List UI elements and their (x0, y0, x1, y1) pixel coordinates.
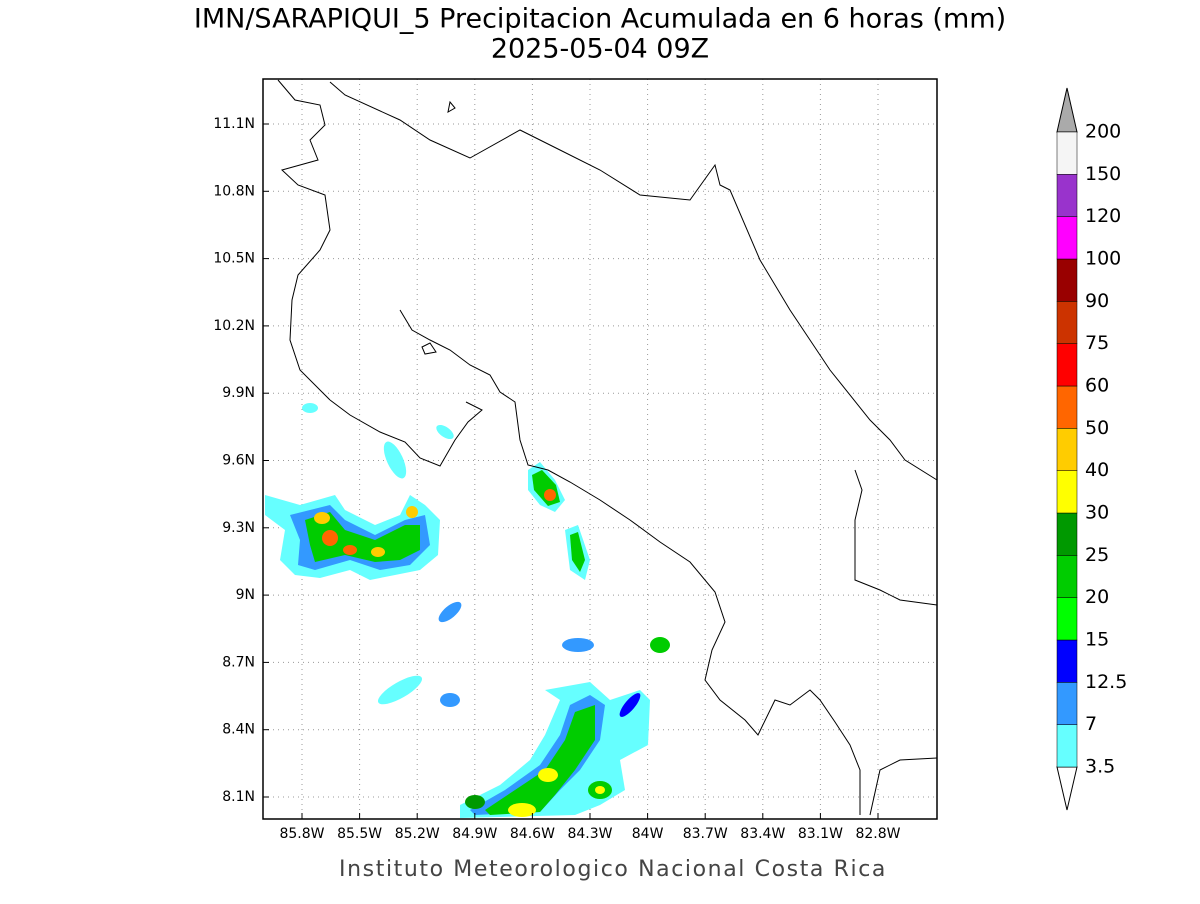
colorbar-label: 20 (1085, 586, 1109, 608)
lat-label: 9.9N (222, 385, 255, 401)
lon-label: 85.5W (337, 826, 382, 842)
precip-area (544, 489, 556, 501)
coastlines (277, 79, 938, 816)
lon-label: 83.1W (798, 826, 843, 842)
lat-label: 9N (236, 587, 255, 603)
colorbar-label: 15 (1085, 629, 1109, 651)
colorbar-top-arrow (1056, 87, 1078, 133)
precip-area (532, 470, 560, 506)
colorbar-segment (1056, 470, 1078, 514)
colorbar-label: 120 (1085, 205, 1121, 227)
colorbar-label: 150 (1085, 163, 1121, 185)
border (854, 469, 938, 606)
precip-area (570, 532, 585, 572)
lat-label: 8.4N (222, 722, 255, 738)
colorbar-segment (1056, 724, 1078, 768)
grid (263, 79, 937, 819)
precip-area (485, 705, 595, 815)
colorbar-segment (1056, 131, 1078, 175)
colorbar-segment (1056, 258, 1078, 302)
colorbar-segment (1056, 512, 1078, 556)
colorbar: 3.5 7 12.5 15 20 25 30 40 50 60 75 90 100 120 150 200 (1056, 87, 1127, 811)
colorbar-label: 12.5 (1085, 671, 1127, 693)
colorbar-label: 40 (1085, 459, 1109, 481)
lon-label: 85.2W (395, 826, 440, 842)
lat-label: 8.7N (222, 654, 255, 670)
colorbar-segment (1056, 682, 1078, 725)
lon-label: 84.9W (452, 826, 497, 842)
precip-area (371, 547, 385, 557)
precip-area (302, 403, 318, 413)
colorbar-label: 25 (1085, 544, 1109, 566)
coastline (399, 309, 938, 816)
title: IMN/SARAPIQUI_5 Precipitacion Acumulada … (194, 4, 1006, 35)
precip-area (440, 693, 460, 707)
precip-area (314, 512, 330, 524)
lat-label: 10.8N (213, 183, 255, 199)
coastline (329, 81, 938, 481)
island (447, 100, 456, 113)
colorbar-segment (1056, 639, 1078, 683)
colorbar-bottom-arrow (1056, 766, 1078, 811)
colorbar-label: 50 (1085, 417, 1109, 439)
colorbar-segment (1056, 174, 1078, 217)
precip-area (436, 424, 454, 440)
precip-area (562, 638, 594, 652)
lon-label: 82.8W (855, 826, 900, 842)
colorbar-label: 60 (1085, 375, 1109, 397)
colorbar-label: 3.5 (1085, 756, 1115, 778)
precip-area (305, 512, 420, 562)
colorbar-segment (1056, 216, 1078, 260)
precip-area (322, 530, 338, 546)
colorbar-segment (1056, 428, 1078, 471)
colorbar-label: 75 (1085, 332, 1109, 354)
colorbar-label: 30 (1085, 502, 1109, 524)
colorbar-segment (1056, 385, 1078, 429)
lon-label: 83.4W (740, 826, 785, 842)
lat-label: 9.6N (222, 453, 255, 469)
colorbar-segment (1056, 555, 1078, 598)
precip-area (438, 601, 462, 623)
precip-area (383, 441, 407, 479)
precip-area (508, 803, 536, 817)
lat-label: 9.3N (222, 520, 255, 536)
precip-area (650, 637, 670, 653)
colorbar-label: 90 (1085, 290, 1109, 312)
precip-area (595, 786, 605, 794)
coastline (277, 79, 331, 401)
precip-area (406, 506, 418, 518)
island (421, 342, 437, 355)
map-frame (262, 78, 938, 820)
lon-label: 84W (632, 826, 664, 842)
colorbar-label: 100 (1085, 248, 1121, 270)
lon-label: 85.8W (279, 826, 324, 842)
colorbar-label: 200 (1085, 121, 1121, 143)
colorbar-segment (1056, 301, 1078, 344)
precip-area (343, 545, 357, 555)
coastline (329, 399, 483, 467)
lat-label: 8.1N (222, 789, 255, 805)
lat-label: 10.2N (213, 318, 255, 334)
axis-labels: 11.1N 10.8N 10.5N 10.2N 9.9N 9.6N 9.3N 9N 8.7N 8.… (213, 116, 900, 842)
colorbar-label: 7 (1085, 713, 1097, 735)
precip-area (377, 675, 423, 705)
precipitation-fields (265, 403, 670, 818)
footer: Instituto Meteorologico Nacional Costa R… (339, 857, 887, 882)
lat-label: 10.5N (213, 251, 255, 267)
colorbar-segment (1056, 597, 1078, 641)
lon-label: 83.7W (683, 826, 728, 842)
lat-label: 11.1N (213, 116, 255, 132)
colorbar-segment (1056, 343, 1078, 387)
lon-label: 84.3W (567, 826, 612, 842)
precip-area (619, 693, 641, 717)
lon-label: 84.6W (510, 826, 555, 842)
precip-area (538, 768, 558, 782)
subtitle: 2025-05-04 09Z (491, 34, 709, 65)
precip-area (465, 795, 485, 809)
